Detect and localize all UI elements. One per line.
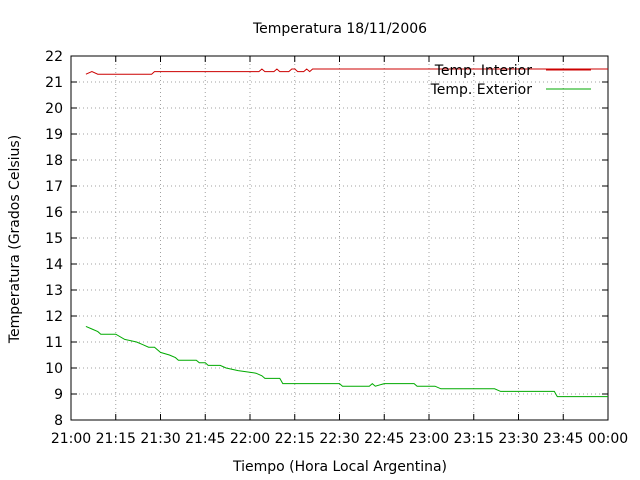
grid-lines: [71, 56, 608, 420]
y-tick-label: 10: [45, 361, 63, 377]
x-tick-label: 22:00: [230, 431, 270, 447]
x-tick-label: 22:15: [275, 431, 315, 447]
y-tick-label: 20: [45, 101, 63, 117]
axes: [70, 55, 609, 421]
y-tick-label: 18: [45, 153, 63, 169]
y-tick-label: 9: [54, 387, 63, 403]
y-tick-label: 17: [45, 179, 63, 195]
x-tick-label: 21:00: [51, 431, 91, 447]
x-tick-label: 23:00: [409, 431, 449, 447]
y-tick-label: 16: [45, 205, 63, 221]
series-lines: [85, 68, 608, 398]
x-tick-label: 21:45: [185, 431, 225, 447]
y-tick-label: 22: [45, 49, 63, 65]
y-tick-label: 8: [54, 413, 63, 429]
x-tick-label: 23:30: [498, 431, 538, 447]
x-tick-label: 23:15: [454, 431, 494, 447]
plot-border: [70, 55, 609, 421]
legend-label-interior: Temp. Interior: [434, 63, 533, 79]
y-tick-label: 11: [45, 335, 63, 351]
legend: Temp. Interior Temp. Exterior: [430, 63, 591, 98]
x-tick-label: 22:45: [364, 431, 404, 447]
series-line-exterior: [85, 325, 608, 398]
y-tick-label: 21: [45, 75, 63, 91]
y-tick-label: 13: [45, 283, 63, 299]
y-tick-label: 14: [45, 257, 63, 273]
x-axis-label: Tiempo (Hora Local Argentina): [232, 459, 447, 475]
y-tick-label: 15: [45, 231, 63, 247]
x-tick-label: 00:00: [588, 431, 628, 447]
x-tick-label: 21:15: [96, 431, 136, 447]
chart-title: Temperatura 18/11/2006: [252, 21, 427, 37]
y-axis-label: Temperatura (Grados Celsius): [7, 135, 23, 344]
series-line-interior: [85, 68, 608, 75]
x-tick-label: 22:30: [319, 431, 359, 447]
legend-label-exterior: Temp. Exterior: [430, 82, 533, 98]
x-tick-label: 21:30: [140, 431, 180, 447]
y-tick-label: 12: [45, 309, 63, 325]
x-tick-label: 23:45: [543, 431, 583, 447]
y-tick-label: 19: [45, 127, 63, 143]
